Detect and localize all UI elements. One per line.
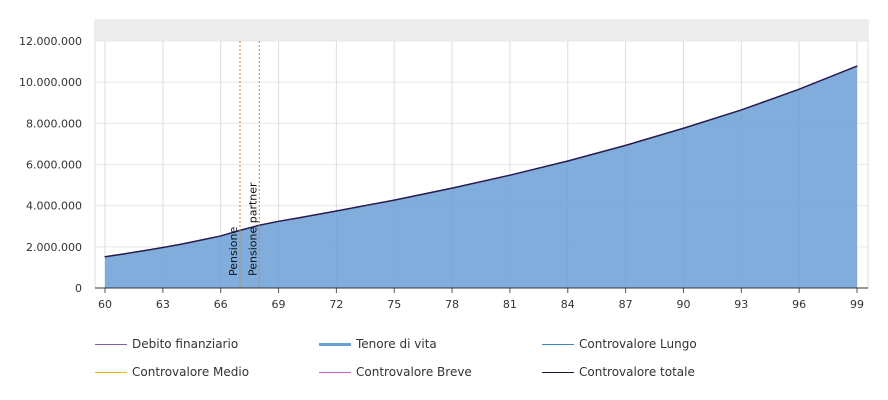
data-point bbox=[200, 239, 203, 241]
x-tick-label: 60 bbox=[98, 298, 112, 311]
x-tick-label: 78 bbox=[445, 298, 459, 311]
legend-item-debito-finanziario[interactable]: Debito finanziario bbox=[95, 330, 238, 358]
legend-swatch-controvalore-breve bbox=[319, 371, 351, 373]
data-point bbox=[104, 256, 106, 258]
plot-top-band bbox=[95, 20, 868, 41]
legend-item-controvalore-lungo[interactable]: Controvalore Lungo bbox=[542, 330, 697, 358]
legend-swatch-tenore-di-vita bbox=[319, 342, 351, 346]
legend-label: Controvalore totale bbox=[579, 365, 695, 379]
data-point bbox=[682, 127, 685, 129]
x-tick-label: 69 bbox=[272, 298, 286, 311]
legend-label: Debito finanziario bbox=[132, 337, 239, 351]
area-fill bbox=[105, 66, 857, 288]
data-point bbox=[393, 199, 395, 201]
data-point bbox=[297, 217, 299, 219]
legend-swatch-controvalore-totale bbox=[542, 371, 574, 373]
y-tick-label: 4.000.000 bbox=[26, 200, 82, 213]
x-tick-label: 75 bbox=[387, 298, 401, 311]
annotation-label: Pensione bbox=[227, 227, 240, 276]
annotation-label: Pensione partner bbox=[246, 182, 259, 276]
y-tick-label: 0 bbox=[75, 282, 82, 295]
data-point bbox=[625, 144, 627, 146]
x-tick-label: 87 bbox=[619, 298, 633, 311]
legend-item-tenore-di-vita[interactable]: Tenore di vita bbox=[319, 330, 437, 358]
x-tick-label: 93 bbox=[734, 298, 748, 311]
x-tick-label: 84 bbox=[561, 298, 575, 311]
legend-label: Controvalore Lungo bbox=[579, 337, 697, 351]
x-tick-label: 99 bbox=[850, 298, 864, 311]
chart-legend: Debito finanziario Tenore di vita Contro… bbox=[0, 330, 888, 400]
x-tick-label: 63 bbox=[156, 298, 170, 311]
y-tick-label: 8.000.000 bbox=[26, 117, 82, 130]
data-point bbox=[277, 220, 280, 222]
y-tick-label: 2.000.000 bbox=[26, 241, 82, 254]
legend-label: Tenore di vita bbox=[356, 337, 437, 351]
x-tick-label: 81 bbox=[503, 298, 517, 311]
legend-swatch-controvalore-lungo bbox=[542, 343, 574, 345]
data-point bbox=[123, 253, 125, 255]
data-point bbox=[798, 88, 800, 90]
legend-item-controvalore-totale[interactable]: Controvalore totale bbox=[542, 358, 695, 386]
x-tick-label: 72 bbox=[329, 298, 343, 311]
legend-swatch-debito-finanziario bbox=[95, 343, 127, 345]
y-tick-label: 12.000.000 bbox=[19, 35, 82, 48]
data-point bbox=[162, 246, 164, 249]
data-point bbox=[451, 187, 453, 189]
x-tick-label: 90 bbox=[676, 298, 690, 311]
legend-item-controvalore-breve[interactable]: Controvalore Breve bbox=[319, 358, 472, 386]
area-chart: 0 2.000.000 4.000.000 6.000.000 8.000.000 10.… bbox=[19, 19, 869, 311]
legend-swatch-controvalore-medio bbox=[95, 371, 127, 373]
legend-label: Controvalore Breve bbox=[356, 365, 472, 379]
data-point bbox=[509, 174, 511, 176]
data-point bbox=[335, 210, 337, 212]
data-point bbox=[856, 65, 858, 67]
legend-item-controvalore-medio[interactable]: Controvalore Medio bbox=[95, 358, 249, 386]
data-point bbox=[740, 109, 742, 111]
data-point bbox=[142, 250, 145, 252]
x-tick-label: 96 bbox=[792, 298, 806, 311]
y-tick-label: 6.000.000 bbox=[26, 159, 82, 172]
data-point bbox=[220, 235, 222, 237]
x-tick-label: 66 bbox=[214, 298, 228, 311]
data-point bbox=[181, 243, 183, 245]
y-tick-label: 10.000.000 bbox=[19, 76, 82, 89]
legend-label: Controvalore Medio bbox=[132, 365, 250, 379]
data-point bbox=[567, 160, 569, 162]
